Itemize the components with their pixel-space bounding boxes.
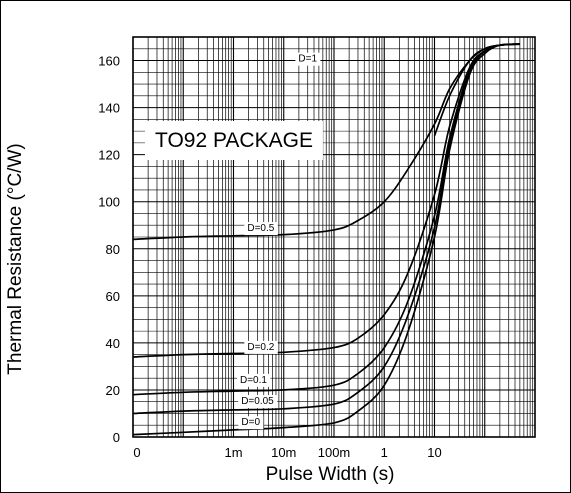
y-tick-label: 20 xyxy=(106,383,120,398)
y-tick-label: 160 xyxy=(98,54,120,69)
series-label: D=0.5 xyxy=(247,223,274,234)
grid xyxy=(132,36,535,438)
y-tick-label: 120 xyxy=(98,148,120,163)
x-tick-label: 100m xyxy=(318,445,351,460)
series-label: D=1 xyxy=(298,54,317,65)
series-label-group: D=0.05 xyxy=(238,395,278,409)
series-line-d-0-5 xyxy=(132,43,520,241)
series-label-group: D=0.1 xyxy=(237,373,271,387)
y-axis-title: Thermal Resistance (°C/W) xyxy=(5,143,26,374)
y-tick-label: 0 xyxy=(113,430,120,445)
package-annotation: TO92 PACKAGE xyxy=(145,121,323,160)
x-tick-label: 10m xyxy=(271,445,296,460)
x-tick-label: 10 xyxy=(427,445,441,460)
series-label-box xyxy=(244,222,278,236)
series-line-d-0-05 xyxy=(132,43,520,415)
series-label-box xyxy=(244,340,278,354)
package-annotation-text: TO92 PACKAGE xyxy=(155,129,313,152)
y-tick-label: 140 xyxy=(98,101,120,116)
x-tick-label: 1 xyxy=(381,445,388,460)
series-layer: D=1 D=0.5 D=0.2 D=0.1 D=0.05 D=0 xyxy=(132,43,520,436)
series-line-d-0 xyxy=(132,43,520,436)
series-label-box xyxy=(237,373,271,387)
series-label-group: D=1 xyxy=(295,52,321,66)
series-label: D=0.1 xyxy=(240,375,267,386)
series-label: D=0.05 xyxy=(241,396,274,407)
series-label-group: D=0 xyxy=(238,416,264,430)
series-label-box xyxy=(238,395,278,409)
y-tick-label: 40 xyxy=(106,336,120,351)
x-tick-label: 1m xyxy=(224,445,242,460)
plot-area xyxy=(132,36,536,438)
series-label: D=0 xyxy=(241,417,260,428)
y-tick-label: 100 xyxy=(98,195,120,210)
y-tick-label: 60 xyxy=(106,289,120,304)
series-label-group: D=0.2 xyxy=(244,340,278,354)
series-label-group: D=0.5 xyxy=(244,222,278,236)
package-annotation-box xyxy=(145,121,323,160)
x-tick-label: 0 xyxy=(133,445,140,460)
tick-labels: 0 20 40 60 80 100 120 140 160 0 1m 10m 100m 1 10 xyxy=(98,54,441,460)
y-tick-label: 80 xyxy=(106,242,120,257)
series-label-box xyxy=(295,52,321,66)
series-label: D=0.2 xyxy=(247,342,274,353)
x-axis-title: Pulse Width (s) xyxy=(266,464,395,485)
series-label-box xyxy=(238,416,264,430)
